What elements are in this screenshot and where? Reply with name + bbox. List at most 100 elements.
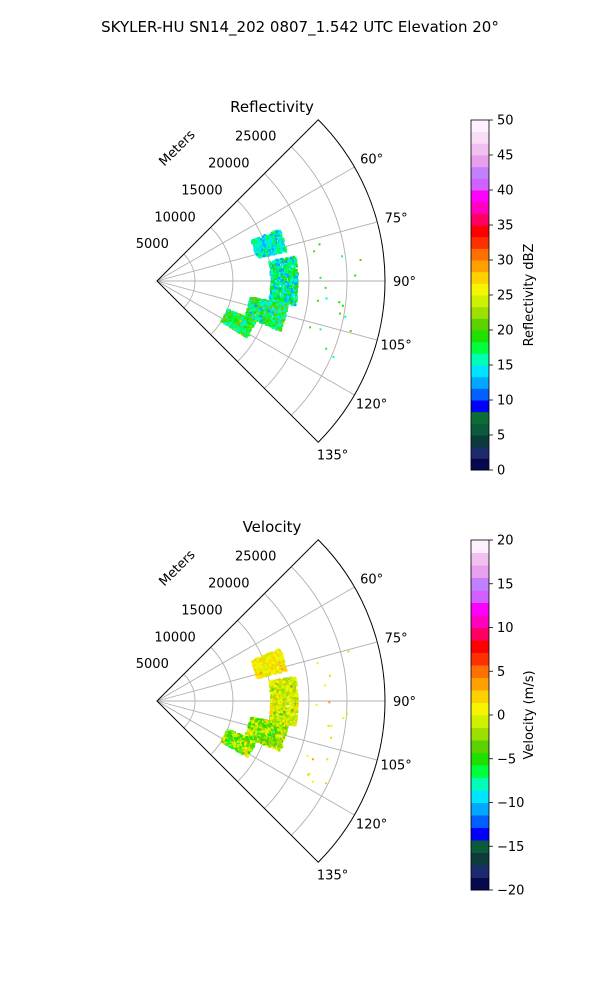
echo-gate <box>271 670 274 674</box>
echo-gate <box>288 689 291 693</box>
echo-gate <box>288 275 292 279</box>
echo-gate <box>229 742 232 746</box>
colorbar-tick-label: 35 <box>497 219 514 234</box>
echo-gate <box>280 740 284 743</box>
echo-gate <box>341 255 344 258</box>
echo-gate <box>268 656 272 660</box>
echo-gate <box>263 661 267 665</box>
echo-gate <box>293 709 297 713</box>
echo-gate <box>273 682 277 686</box>
echo-gate <box>263 234 267 237</box>
colorbar-segment <box>471 458 489 471</box>
echo-gate <box>243 334 247 338</box>
echo-gate <box>236 740 240 743</box>
echo-gate <box>291 295 295 298</box>
echo-gate <box>250 727 254 730</box>
echo-gate <box>267 314 271 318</box>
echo-gate <box>250 308 254 311</box>
echo-gate <box>265 244 268 248</box>
echo-gate <box>250 717 254 720</box>
echo-gate <box>263 671 267 674</box>
echo-gate <box>293 703 297 706</box>
echo-gate <box>267 727 271 730</box>
echo-gate <box>290 288 294 292</box>
echo-gate <box>270 693 274 697</box>
echo-gate <box>230 746 234 750</box>
echo-gate <box>254 737 258 740</box>
echo-gate <box>272 245 276 249</box>
echo-gate <box>265 319 269 323</box>
echo-gate <box>227 315 231 319</box>
colorbar-tick-label: −15 <box>497 840 524 855</box>
echo-gate <box>274 313 278 317</box>
echo-gate <box>262 668 265 672</box>
echo-gate <box>244 740 248 744</box>
azimuth-tick-label: 90° <box>393 695 416 710</box>
echo-gate <box>247 725 251 729</box>
echo-gate <box>276 327 279 331</box>
echo-gate <box>223 321 227 325</box>
echo-gate <box>272 297 276 300</box>
echo-gate <box>256 318 259 322</box>
echo-gate <box>254 732 258 736</box>
echo-gate <box>264 252 267 256</box>
echo-gate <box>267 665 271 668</box>
echo-gate <box>278 690 282 694</box>
colorbar-segment <box>471 388 489 401</box>
echo-gate <box>233 327 237 331</box>
echo-gate <box>282 732 285 736</box>
echo-gate <box>247 325 250 329</box>
echo-gate <box>280 289 284 293</box>
echo-gate <box>283 310 287 314</box>
echo-gate <box>281 706 284 709</box>
echo-gate <box>288 698 292 701</box>
echo-gate <box>274 654 278 658</box>
echo-gate <box>269 322 273 325</box>
echo-gate <box>251 315 254 319</box>
echo-gate <box>288 701 292 705</box>
echo-gate <box>289 260 293 264</box>
echo-gate <box>270 298 274 301</box>
echo-gate <box>257 311 261 315</box>
echo-gate <box>275 724 279 727</box>
echo-gate <box>256 661 260 664</box>
echo-gate <box>245 737 249 741</box>
echo-gate <box>272 735 276 739</box>
echo-gate <box>234 325 238 329</box>
echo-gate <box>273 687 277 691</box>
echo-gate <box>277 701 281 704</box>
echo-gate <box>224 742 228 745</box>
echo-gate <box>232 327 235 330</box>
echo-gate <box>245 736 248 739</box>
colorbar-segment <box>471 120 489 133</box>
colorbar-tick-label: 5 <box>497 429 505 444</box>
echo-gate <box>273 293 277 296</box>
echo-gate <box>257 236 260 240</box>
echo-gate <box>285 718 289 721</box>
echo-gate <box>267 304 271 308</box>
echo-gate <box>229 737 233 740</box>
echo-gate <box>276 308 280 311</box>
echo-gate <box>259 721 262 724</box>
colorbar-segment <box>471 652 489 666</box>
colorbar-segment <box>471 225 489 238</box>
echo-gate <box>267 322 271 326</box>
echo-gate <box>276 294 280 297</box>
echo-gate <box>244 320 247 323</box>
echo-gate <box>279 231 283 235</box>
echo-gate <box>282 680 285 684</box>
echo-gate <box>241 741 244 745</box>
echo-gate <box>233 319 237 323</box>
echo-gate <box>237 748 241 751</box>
echo-gate <box>259 735 263 738</box>
colorbar-segment <box>471 827 489 841</box>
echo-gate <box>227 741 231 745</box>
echo-gate <box>237 736 240 740</box>
echo-gate <box>223 314 227 317</box>
echo-gate <box>259 320 262 324</box>
azimuth-tick-label: 135° <box>317 869 348 884</box>
echo-gate <box>280 319 283 322</box>
echo-gate <box>278 274 281 278</box>
echo-gate <box>271 322 275 325</box>
echo-gate <box>292 285 295 288</box>
